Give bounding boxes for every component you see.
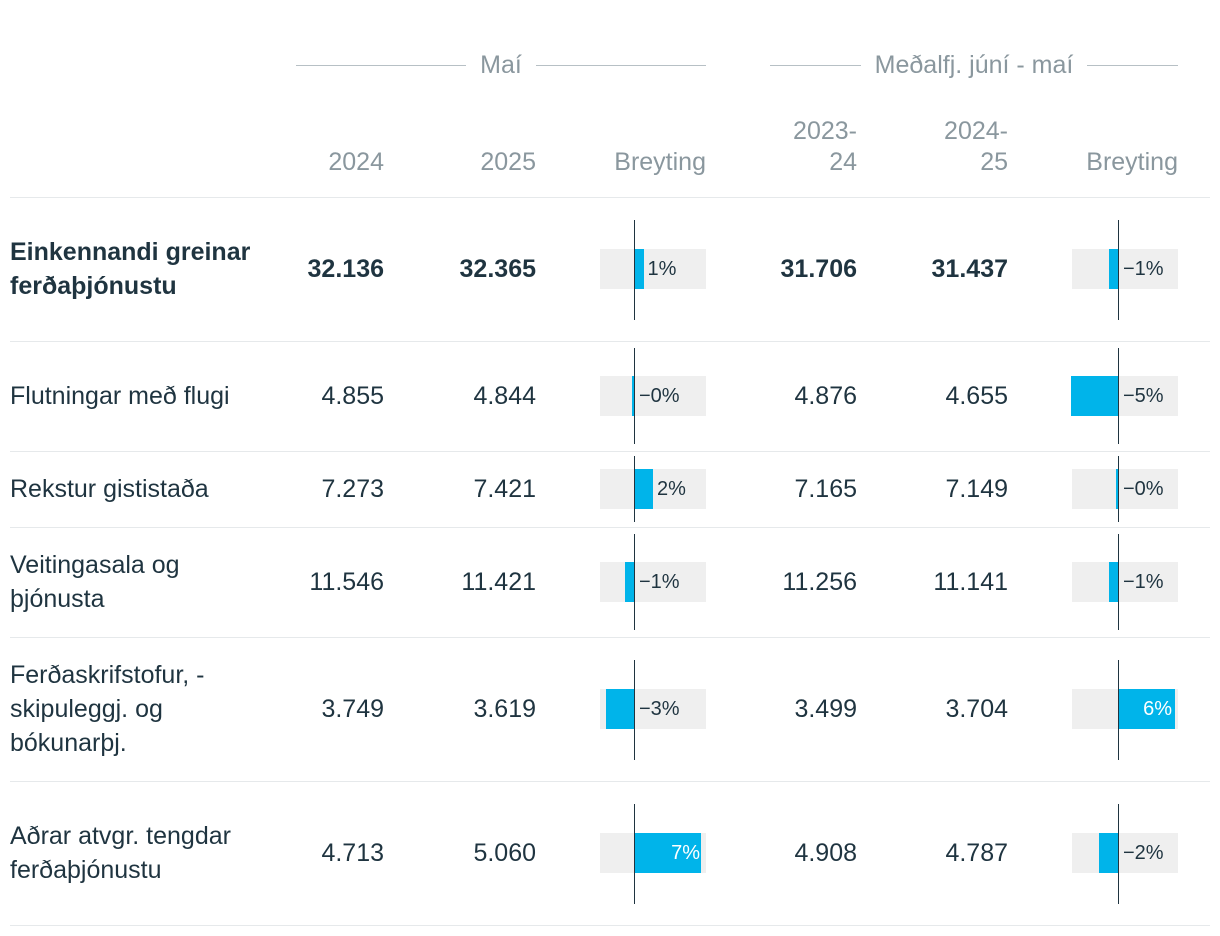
row-label: Aðrar atvgr. tengdar ferðaþjónustu	[10, 822, 231, 884]
value-may-2024: 7.273	[321, 475, 384, 503]
change-bar-average: 6%	[1072, 689, 1178, 729]
change-bar-fill	[1099, 833, 1118, 873]
change-bar-label: −1%	[639, 571, 680, 593]
value-may-2024: 4.855	[321, 382, 384, 410]
change-bar-may: 7%	[600, 833, 706, 873]
value-avg-2024-25: 3.704	[945, 695, 1008, 723]
value-may-2025: 11.421	[461, 568, 536, 596]
col-head-may-change: Breyting	[614, 148, 706, 176]
change-bar-fill	[1108, 562, 1118, 602]
zero-axis-line	[634, 220, 635, 320]
change-bar-fill	[1070, 376, 1118, 416]
change-bar-fill	[1118, 689, 1175, 729]
row-divider	[10, 925, 1210, 926]
row-divider	[10, 451, 1210, 452]
change-bar-fill	[1115, 469, 1118, 509]
group-label-average: Meðalfj. júní - maí	[874, 50, 1074, 79]
change-bar-label: −0%	[639, 385, 680, 407]
value-may-2025: 32.365	[459, 255, 536, 283]
change-bar-average: −1%	[1072, 249, 1178, 289]
zero-axis-line	[634, 456, 635, 522]
value-avg-2023-24: 4.908	[794, 839, 857, 867]
zero-axis-line	[634, 534, 635, 630]
change-bar-label: −1%	[1123, 571, 1164, 593]
group-rule-right	[1087, 64, 1178, 66]
col-head-may-2024: 2024	[328, 148, 384, 176]
value-avg-2023-24: 31.706	[780, 255, 857, 283]
change-bar-may: −3%	[600, 689, 706, 729]
change-bar-average: −0%	[1072, 469, 1178, 509]
change-bar-fill	[634, 469, 653, 509]
change-bar-fill	[634, 833, 701, 873]
col-head-avg-2024-25: 2024- 25	[944, 117, 1008, 176]
row-divider	[10, 781, 1210, 782]
value-avg-2024-25: 11.141	[933, 568, 1008, 596]
value-avg-2023-24: 7.165	[794, 475, 857, 503]
row-divider	[10, 527, 1210, 528]
row-label: Einkennandi greinar ferðaþjónustu	[10, 238, 251, 300]
change-bar-fill	[1108, 249, 1118, 289]
zero-axis-line	[1118, 348, 1119, 444]
zero-axis-line	[1118, 804, 1119, 904]
table-top-rule	[10, 197, 1210, 198]
value-avg-2023-24: 3.499	[794, 695, 857, 723]
change-bar-fill	[631, 376, 634, 416]
row-label: Rekstur gististaða	[10, 475, 209, 503]
value-may-2024: 3.749	[321, 695, 384, 723]
col-head-avg-2023-24: 2023- 24	[793, 117, 857, 176]
value-may-2025: 4.844	[473, 382, 536, 410]
value-avg-2023-24: 4.876	[794, 382, 857, 410]
value-may-2025: 7.421	[473, 475, 536, 503]
col-head-avg-change: Breyting	[1086, 148, 1178, 176]
value-may-2024: 11.546	[309, 568, 384, 596]
change-bar-label: 7%	[671, 842, 700, 864]
change-bar-label: 2%	[657, 478, 686, 500]
zero-axis-line	[634, 660, 635, 760]
row-label: Ferðaskrifstofur, -skipuleggj. og bókuna…	[10, 661, 205, 757]
change-bar-average: −5%	[1070, 376, 1178, 416]
change-bar-fill	[624, 562, 634, 602]
zero-axis-line	[1118, 660, 1119, 760]
row-divider	[10, 341, 1210, 342]
group-rule-right	[535, 64, 706, 66]
group-header-may: Maí	[296, 48, 706, 82]
row-label: Flutningar með flugi	[10, 382, 230, 410]
group-header-average: Meðalfj. júní - maí	[770, 48, 1178, 82]
change-bar-label: −0%	[1123, 478, 1164, 500]
group-rule-left	[296, 64, 467, 66]
change-bar-label: −3%	[639, 698, 680, 720]
value-avg-2024-25: 4.655	[945, 382, 1008, 410]
row-label: Veitingasala og þjónusta	[10, 551, 180, 613]
row-divider	[10, 637, 1210, 638]
change-bar-may: 2%	[600, 469, 706, 509]
value-avg-2023-24: 11.256	[782, 568, 857, 596]
value-may-2024: 4.713	[321, 839, 384, 867]
value-avg-2024-25: 4.787	[945, 839, 1008, 867]
change-bar-may: −1%	[600, 562, 706, 602]
change-bar-fill	[605, 689, 634, 729]
value-avg-2024-25: 7.149	[945, 475, 1008, 503]
value-may-2025: 5.060	[473, 839, 536, 867]
change-bar-average: −2%	[1072, 833, 1178, 873]
zero-axis-line	[1118, 220, 1119, 320]
zero-axis-line	[1118, 456, 1119, 522]
zero-axis-line	[1118, 534, 1119, 630]
col-head-may-2025: 2025	[480, 148, 536, 176]
change-bar-fill	[634, 249, 644, 289]
group-label-may: Maí	[480, 50, 522, 79]
zero-axis-line	[634, 804, 635, 904]
value-may-2025: 3.619	[473, 695, 536, 723]
value-avg-2024-25: 31.437	[931, 255, 1008, 283]
change-bar-label: 1%	[647, 258, 677, 280]
value-may-2024: 32.136	[307, 255, 384, 283]
change-bar-label: −5%	[1123, 385, 1164, 407]
zero-axis-line	[634, 348, 635, 444]
change-bar-label: −2%	[1123, 842, 1164, 864]
change-bar-may: −0%	[600, 376, 706, 416]
change-bar-label: −1%	[1123, 258, 1164, 280]
change-bar-label: 6%	[1143, 698, 1172, 720]
change-bar-may: 1%	[600, 249, 706, 289]
change-bar-average: −1%	[1072, 562, 1178, 602]
group-rule-left	[770, 64, 861, 66]
